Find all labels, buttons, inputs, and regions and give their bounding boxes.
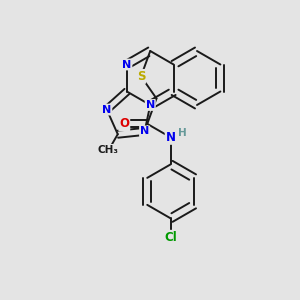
Text: N: N: [102, 105, 111, 115]
Text: N: N: [146, 100, 155, 110]
Text: CH₃: CH₃: [97, 145, 118, 154]
Text: H: H: [178, 128, 187, 138]
Text: N: N: [122, 59, 131, 70]
Text: Cl: Cl: [164, 231, 177, 244]
Text: N: N: [166, 131, 176, 144]
Text: S: S: [137, 70, 145, 83]
Text: N: N: [140, 126, 149, 136]
Text: O: O: [119, 117, 129, 130]
